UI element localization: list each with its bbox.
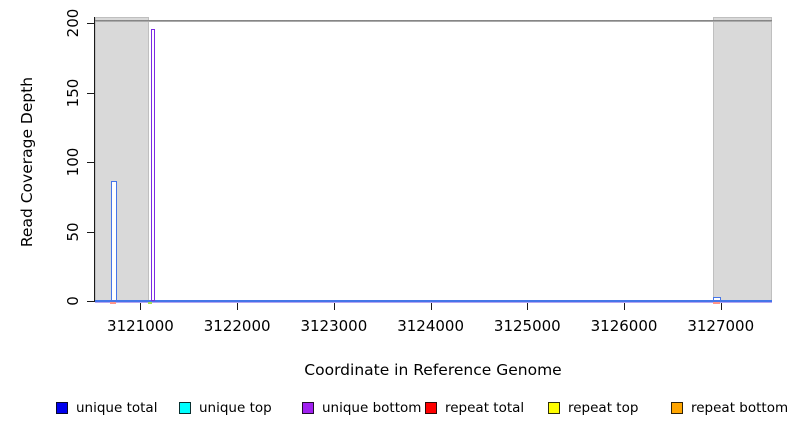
x-tick: [624, 302, 626, 310]
y-axis-title: Read Coverage Depth: [18, 76, 36, 248]
x-tick: [140, 302, 142, 310]
x-tick: [720, 302, 722, 310]
x-tick: [527, 302, 529, 310]
baseline-mark: [713, 301, 720, 304]
legend-label: repeat top: [568, 400, 639, 416]
legend-swatch-icon: [56, 402, 68, 414]
y-tick: [87, 231, 94, 233]
legend-item: repeat total: [425, 400, 525, 416]
coverage-peak: [150, 28, 156, 301]
baseline-unique-bottom: [95, 301, 772, 303]
legend-item: repeat top: [548, 400, 639, 416]
x-tick-label: 3124000: [397, 317, 464, 335]
legend-swatch-icon: [425, 402, 437, 414]
legend-item: unique bottom: [302, 400, 422, 416]
legend-swatch-icon: [179, 402, 191, 414]
baseline-mark: [147, 301, 152, 304]
shaded-region: [713, 17, 772, 301]
baseline-mark: [110, 301, 116, 304]
legend-swatch-icon: [671, 402, 683, 414]
y-tick-label: 0: [64, 296, 82, 306]
y-tick: [87, 162, 94, 163]
y-tick-label: 50: [64, 221, 82, 242]
legend-label: unique bottom: [322, 400, 422, 416]
legend-swatch-icon: [548, 402, 560, 414]
legend-label: repeat total: [445, 400, 525, 416]
x-tick-label: 3121000: [107, 317, 174, 335]
y-tick-label: 150: [64, 78, 82, 107]
x-tick-label: 3126000: [590, 317, 658, 335]
coverage-cap-line: [95, 20, 772, 22]
coverage-peak: [111, 181, 118, 301]
legend-label: unique total: [76, 400, 158, 416]
coverage-peak: [713, 296, 722, 301]
x-axis-title: Coordinate in Reference Genome: [304, 361, 562, 379]
legend-label: repeat bottom: [691, 400, 789, 416]
legend-item: unique top: [179, 400, 272, 416]
y-axis-line: [94, 17, 95, 302]
x-tick-label: 3122000: [203, 317, 271, 335]
legend-item: repeat bottom: [671, 400, 789, 416]
y-tick-label: 200: [64, 8, 82, 38]
shaded-region: [95, 17, 150, 301]
legend-swatch-icon: [302, 402, 314, 414]
baseline-unique-total: [95, 299, 772, 302]
x-tick: [430, 302, 432, 310]
y-tick: [87, 23, 94, 24]
x-tick: [237, 302, 239, 310]
x-tick-label: 3127000: [687, 317, 755, 335]
legend-label: unique top: [199, 400, 272, 416]
x-tick-label: 3123000: [300, 317, 368, 335]
x-tick-label: 3125000: [493, 317, 561, 335]
y-tick: [87, 301, 94, 302]
y-tick-label: 100: [64, 147, 82, 177]
x-tick: [333, 302, 335, 310]
y-tick: [87, 92, 94, 94]
legend-item: unique total: [56, 400, 158, 416]
